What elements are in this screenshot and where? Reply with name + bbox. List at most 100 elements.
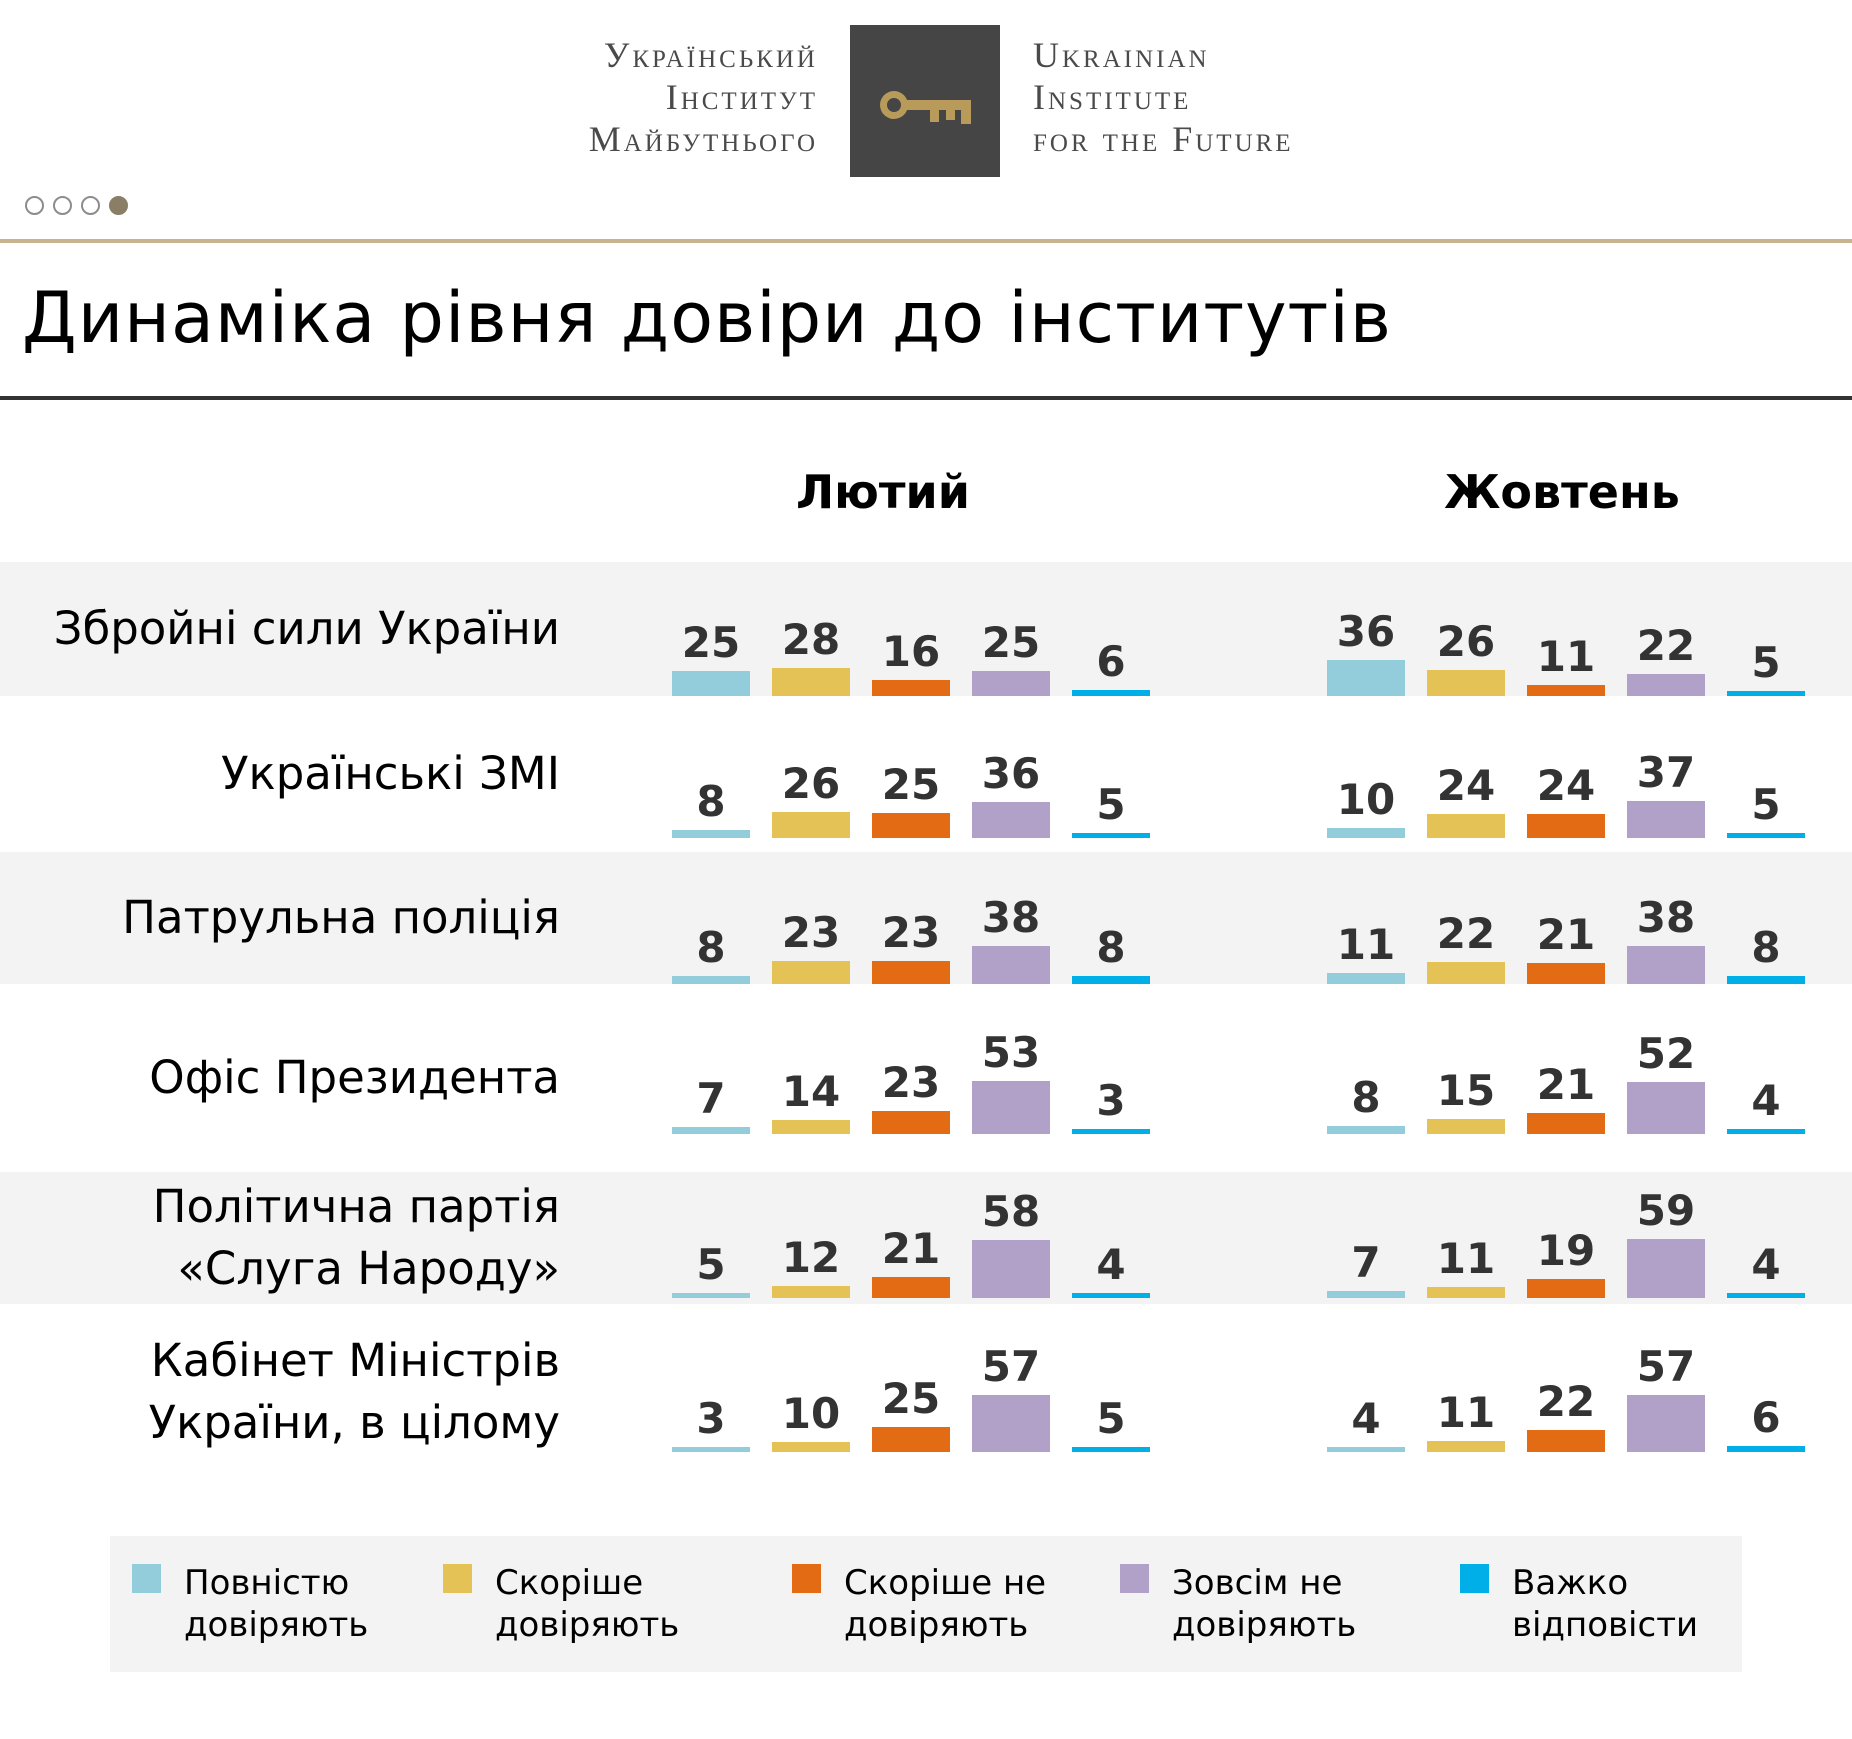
category-label-5: Політична партія «Слуга Народу» (0, 1176, 560, 1300)
header-divider (0, 239, 1852, 243)
value-label-oct-fully-distrust-row-3: 38 (1636, 893, 1696, 942)
value-label-feb-fully-distrust-row-3: 38 (981, 893, 1041, 942)
bar-oct-fully-trust-row-4 (1327, 1126, 1405, 1134)
bar-oct-rather-trust-row-6 (1427, 1441, 1505, 1452)
bar-oct-rather-distrust-row-6 (1527, 1430, 1605, 1452)
bar-oct-hard-to-answer-row-6 (1727, 1446, 1805, 1452)
logo-ua-line-2: Інститут (665, 77, 818, 117)
category-label-3: Патрульна поліція (0, 887, 560, 949)
logo-mark (850, 25, 1000, 177)
value-label-feb-hard-to-answer-row-4: 3 (1096, 1076, 1126, 1125)
bar-feb-fully-trust-row-4 (672, 1127, 750, 1134)
value-label-oct-rather-trust-row-3: 22 (1436, 909, 1496, 958)
bar-feb-rather-distrust-row-2 (872, 813, 950, 838)
value-label-feb-rather-distrust-row-1: 16 (881, 627, 941, 676)
bar-oct-hard-to-answer-row-2 (1727, 833, 1805, 838)
bar-oct-rather-distrust-row-3 (1527, 963, 1605, 984)
bar-oct-rather-distrust-row-4 (1527, 1113, 1605, 1134)
legend-swatch-hard-to-answer (1460, 1564, 1489, 1593)
legend-label-rather-distrust: Скоріше не довіряють (844, 1563, 1047, 1645)
value-label-oct-fully-trust-row-1: 36 (1336, 607, 1396, 656)
bar-feb-rather-trust-row-4 (772, 1120, 850, 1134)
row-band-1 (0, 562, 1852, 696)
value-label-feb-rather-trust-row-1: 28 (781, 615, 841, 664)
value-label-feb-fully-trust-row-1: 25 (681, 618, 741, 667)
value-label-oct-fully-distrust-row-1: 22 (1636, 621, 1696, 670)
value-label-feb-fully-trust-row-4: 7 (696, 1074, 726, 1123)
bar-oct-rather-trust-row-5 (1427, 1287, 1505, 1298)
value-label-oct-hard-to-answer-row-3: 8 (1751, 923, 1781, 972)
bar-feb-fully-distrust-row-6 (972, 1395, 1050, 1452)
bar-feb-rather-distrust-row-5 (872, 1277, 950, 1298)
bar-oct-fully-trust-row-6 (1327, 1447, 1405, 1452)
legend-swatch-rather-distrust (792, 1564, 821, 1593)
legend-swatch-rather-trust (443, 1564, 472, 1593)
value-label-oct-fully-trust-row-4: 8 (1351, 1073, 1381, 1122)
value-label-oct-rather-distrust-row-2: 24 (1536, 761, 1596, 810)
value-label-oct-rather-trust-row-4: 15 (1436, 1066, 1496, 1115)
pager-dot-2[interactable] (53, 196, 72, 215)
bar-oct-fully-trust-row-3 (1327, 973, 1405, 984)
bar-feb-fully-trust-row-6 (672, 1447, 750, 1452)
pager-dot-4-active[interactable] (109, 196, 128, 215)
logo-en-line-2: Institute (1033, 77, 1192, 117)
value-label-oct-rather-trust-row-1: 26 (1436, 617, 1496, 666)
legend-label-fully-distrust: Зовсім не довіряють (1172, 1563, 1357, 1645)
value-label-oct-rather-distrust-row-1: 11 (1536, 632, 1596, 681)
value-label-feb-fully-distrust-row-4: 53 (981, 1028, 1041, 1077)
pager-dot-3[interactable] (81, 196, 100, 215)
value-label-oct-hard-to-answer-row-2: 5 (1751, 780, 1781, 829)
bar-feb-fully-trust-row-3 (672, 976, 750, 984)
bar-oct-fully-trust-row-1 (1327, 660, 1405, 696)
slide-pager (25, 196, 128, 215)
value-label-feb-rather-distrust-row-6: 25 (881, 1374, 941, 1423)
bar-feb-hard-to-answer-row-1 (1072, 690, 1150, 696)
bar-feb-fully-distrust-row-2 (972, 802, 1050, 838)
logo-text-english: Ukrainian Institute for the Future (1033, 34, 1453, 160)
value-label-feb-rather-distrust-row-5: 21 (881, 1224, 941, 1273)
logo-en-line-3: for the Future (1033, 119, 1294, 159)
bar-feb-fully-distrust-row-4 (972, 1081, 1050, 1134)
bar-feb-fully-distrust-row-1 (972, 671, 1050, 696)
bar-feb-rather-distrust-row-6 (872, 1427, 950, 1452)
value-label-feb-rather-distrust-row-2: 25 (881, 760, 941, 809)
title-divider (0, 396, 1852, 400)
value-label-oct-rather-distrust-row-6: 22 (1536, 1377, 1596, 1426)
value-label-feb-fully-trust-row-5: 5 (696, 1240, 726, 1289)
value-label-oct-fully-trust-row-6: 4 (1351, 1394, 1381, 1443)
legend: Повністю довіряють Скоріше довіряють Ско… (110, 1536, 1742, 1672)
category-label-1: Збройні сили України (0, 598, 560, 660)
value-label-oct-fully-distrust-row-4: 52 (1636, 1029, 1696, 1078)
bar-oct-fully-distrust-row-6 (1627, 1395, 1705, 1452)
pager-dot-1[interactable] (25, 196, 44, 215)
legend-swatch-fully-trust (132, 1564, 161, 1593)
bar-oct-fully-trust-row-2 (1327, 828, 1405, 838)
bar-oct-fully-distrust-row-3 (1627, 946, 1705, 984)
logo-en-line-1: Ukrainian (1033, 35, 1210, 75)
value-label-feb-hard-to-answer-row-5: 4 (1096, 1240, 1126, 1289)
category-label-line: Політична партія (152, 1180, 560, 1233)
value-label-oct-rather-distrust-row-3: 21 (1536, 910, 1596, 959)
bar-feb-hard-to-answer-row-5 (1072, 1293, 1150, 1298)
bar-oct-fully-distrust-row-4 (1627, 1082, 1705, 1134)
category-label-line: Кабінет Міністрів (150, 1334, 560, 1387)
logo-text-ukrainian: Український Інститут Майбутнього (400, 34, 818, 160)
logo-ua-line-1: Український (603, 35, 818, 75)
value-label-oct-fully-trust-row-2: 10 (1336, 775, 1396, 824)
period-header-october: Жовтень (1444, 465, 1680, 519)
bar-feb-rather-trust-row-5 (772, 1286, 850, 1298)
bar-oct-rather-trust-row-4 (1427, 1119, 1505, 1134)
bar-feb-rather-trust-row-3 (772, 961, 850, 984)
value-label-feb-hard-to-answer-row-1: 6 (1096, 637, 1126, 686)
category-label-line: Патрульна поліція (122, 891, 560, 944)
bar-feb-hard-to-answer-row-2 (1072, 833, 1150, 838)
bar-oct-rather-distrust-row-1 (1527, 685, 1605, 696)
bar-oct-fully-distrust-row-1 (1627, 674, 1705, 696)
value-label-oct-fully-trust-row-3: 11 (1336, 920, 1396, 969)
value-label-feb-rather-distrust-row-4: 23 (881, 1058, 941, 1107)
bar-oct-hard-to-answer-row-3 (1727, 976, 1805, 984)
value-label-oct-fully-distrust-row-5: 59 (1636, 1186, 1696, 1235)
chart-title: Динаміка рівня довіри до інститутів (22, 277, 1393, 359)
bar-oct-rather-trust-row-1 (1427, 670, 1505, 696)
legend-label-hard-to-answer: Важко відповісти (1512, 1563, 1699, 1645)
